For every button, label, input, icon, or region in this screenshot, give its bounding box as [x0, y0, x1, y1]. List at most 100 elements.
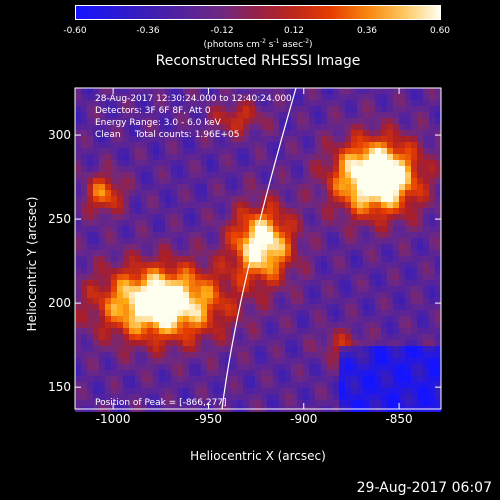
heatmap-pixel: [411, 142, 417, 148]
heatmap-pixel: [255, 298, 261, 304]
heatmap-pixel: [231, 364, 237, 370]
heatmap-pixel: [315, 310, 321, 316]
heatmap-pixel: [351, 148, 357, 154]
heatmap-pixel: [243, 112, 249, 118]
heatmap-pixel: [81, 346, 87, 352]
heatmap-pixel: [363, 382, 369, 388]
heatmap-pixel: [375, 118, 381, 124]
heatmap-pixel: [279, 208, 285, 214]
heatmap-pixel: [381, 160, 387, 166]
heatmap-pixel: [219, 118, 225, 124]
heatmap-pixel: [381, 310, 387, 316]
heatmap-pixel: [393, 154, 399, 160]
heatmap-pixel: [357, 94, 363, 100]
heatmap-pixel: [405, 394, 411, 400]
heatmap-pixel: [381, 118, 387, 124]
heatmap-pixel: [393, 340, 399, 346]
heatmap-pixel: [117, 184, 123, 190]
heatmap-pixel: [141, 256, 147, 262]
heatmap-pixel: [171, 118, 177, 124]
heatmap-pixel: [405, 184, 411, 190]
heatmap-pixel: [249, 376, 255, 382]
heatmap-pixel: [321, 358, 327, 364]
heatmap-pixel: [147, 298, 153, 304]
heatmap-pixel: [351, 322, 357, 328]
heatmap-pixel: [345, 274, 351, 280]
heatmap-pixel: [411, 340, 417, 346]
heatmap-pixel: [285, 214, 291, 220]
heatmap-pixel: [153, 124, 159, 130]
heatmap-pixel: [285, 166, 291, 172]
heatmap-pixel: [363, 262, 369, 268]
heatmap-pixel: [87, 88, 93, 94]
heatmap-pixel: [363, 220, 369, 226]
heatmap-pixel: [213, 238, 219, 244]
heatmap-pixel: [321, 316, 327, 322]
heatmap-pixel: [417, 388, 423, 394]
heatmap-pixel: [363, 172, 369, 178]
heatmap-pixel: [153, 292, 159, 298]
heatmap-pixel: [147, 202, 153, 208]
heatmap-pixel: [285, 100, 291, 106]
heatmap-pixel: [75, 388, 81, 394]
heatmap-pixel: [87, 100, 93, 106]
heatmap-pixel: [189, 100, 195, 106]
heatmap-pixel: [171, 364, 177, 370]
heatmap-pixel: [255, 274, 261, 280]
heatmap-pixel: [399, 106, 405, 112]
heatmap-pixel: [243, 310, 249, 316]
heatmap-pixel: [435, 202, 441, 208]
heatmap-pixel: [387, 124, 393, 130]
heatmap-pixel: [177, 196, 183, 202]
heatmap-pixel: [405, 238, 411, 244]
heatmap-pixel: [423, 352, 429, 358]
heatmap-pixel: [183, 178, 189, 184]
heatmap-pixel: [363, 274, 369, 280]
heatmap-pixel: [423, 190, 429, 196]
heatmap-pixel: [399, 328, 405, 334]
heatmap-pixel: [345, 370, 351, 376]
heatmap-pixel: [141, 94, 147, 100]
heatmap-pixel: [117, 394, 123, 400]
heatmap-pixel: [399, 250, 405, 256]
heatmap-pixel: [399, 346, 405, 352]
heatmap-pixel: [417, 154, 423, 160]
heatmap-pixel: [435, 172, 441, 178]
heatmap-pixel: [129, 268, 135, 274]
heatmap-pixel: [207, 340, 213, 346]
heatmap-pixel: [369, 154, 375, 160]
heatmap-pixel: [279, 142, 285, 148]
heatmap-pixel: [99, 262, 105, 268]
heatmap-pixel: [417, 100, 423, 106]
heatmap-pixel: [117, 262, 123, 268]
heatmap-pixel: [327, 256, 333, 262]
heatmap-pixel: [327, 322, 333, 328]
heatmap-pixel: [375, 196, 381, 202]
heatmap-pixel: [297, 286, 303, 292]
heatmap-pixel: [165, 346, 171, 352]
heatmap-pixel: [195, 184, 201, 190]
heatmap-pixel: [141, 316, 147, 322]
heatmap-pixel: [177, 178, 183, 184]
heatmap-pixel: [297, 214, 303, 220]
heatmap-pixel: [183, 154, 189, 160]
heatmap-pixel: [369, 322, 375, 328]
heatmap-pixel: [279, 268, 285, 274]
heatmap-pixel: [399, 130, 405, 136]
heatmap-pixel: [153, 202, 159, 208]
heatmap-pixel: [159, 226, 165, 232]
heatmap-pixel: [417, 256, 423, 262]
heatmap-pixel: [141, 196, 147, 202]
heatmap-pixel: [147, 136, 153, 142]
heatmap-pixel: [339, 142, 345, 148]
heatmap-pixel: [201, 94, 207, 100]
heatmap-pixel: [321, 388, 327, 394]
heatmap-pixel: [225, 250, 231, 256]
heatmap-pixel: [219, 94, 225, 100]
heatmap-pixel: [165, 208, 171, 214]
heatmap-pixel: [285, 304, 291, 310]
heatmap-pixel: [327, 196, 333, 202]
heatmap-pixel: [339, 196, 345, 202]
heatmap-pixel: [285, 148, 291, 154]
heatmap-pixel: [363, 148, 369, 154]
